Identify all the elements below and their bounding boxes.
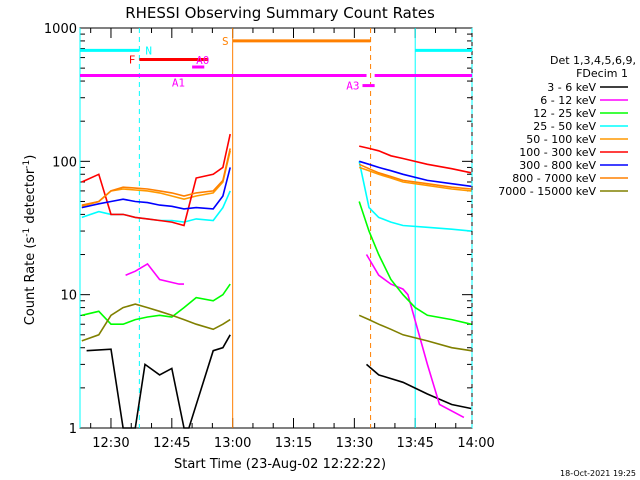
legend-entry-label: 50 - 100 keV	[526, 133, 596, 146]
y-tick-label: 10	[60, 289, 77, 304]
flag-bars: NF A0 S A1 A3	[80, 35, 472, 93]
y-axis-label-main: Count Rate (s	[23, 237, 38, 326]
series-line	[365, 254, 465, 419]
series-line	[81, 148, 231, 206]
legend-entry-label: 300 - 800 keV	[519, 159, 596, 172]
y-axis-label: Count Rate (s-1 detector-1)	[22, 155, 38, 326]
series-line	[81, 303, 231, 342]
plot-border	[79, 27, 473, 429]
x-tick-label: 13:00	[214, 436, 251, 451]
y-tick-label: 100	[52, 155, 77, 170]
legend-header-2: FDecim 1	[576, 67, 628, 80]
plot-frame	[79, 27, 473, 429]
flag-label: F	[129, 54, 136, 67]
series-line	[358, 160, 472, 188]
series-line	[359, 145, 472, 174]
series-line	[358, 161, 472, 232]
chart-title: RHESSI Observing Summary Count Rates	[125, 4, 435, 22]
series-line	[81, 133, 231, 227]
flag-label: A1	[172, 77, 185, 90]
series-line	[81, 167, 231, 210]
series-line	[358, 166, 472, 192]
series-line	[86, 334, 231, 429]
legend-entry-label: 7000 - 15000 keV	[498, 185, 596, 198]
series-line	[358, 201, 472, 325]
x-tick-label: 12:45	[153, 436, 190, 451]
flag-label: S	[222, 35, 229, 48]
series-line	[81, 283, 231, 325]
flag-label: A0	[196, 54, 209, 67]
series-line	[365, 363, 472, 410]
y-axis-label-sup1: -1	[22, 228, 32, 237]
x-tick-label: 13:15	[275, 436, 312, 451]
legend-entry-label: 6 - 12 keV	[540, 94, 596, 107]
vertical-markers	[79, 28, 473, 428]
x-tick-label: 13:45	[396, 436, 433, 451]
series-line	[358, 314, 472, 352]
footer-date: 18-Oct-2021 19:25	[560, 469, 636, 478]
flag-label: N	[145, 44, 152, 57]
y-axis-label-mid: detector	[23, 168, 38, 228]
flag-label: A3	[346, 80, 359, 93]
legend-header-1: Det 1,3,4,5,6,9,	[550, 54, 636, 67]
legend-entry-label: 12 - 25 keV	[533, 107, 596, 120]
y-axis-label-sup2: -1	[22, 160, 32, 169]
series-line	[358, 163, 472, 190]
x-tick-label: 14:00	[457, 436, 494, 451]
y-axis-label-end: )	[23, 155, 38, 160]
y-tick-label: 1	[69, 422, 77, 437]
y-tick-labels: 1 10 100 1000	[44, 22, 77, 437]
x-tick-label: 12:30	[92, 436, 129, 451]
series-line	[81, 190, 231, 223]
legend-entry-label: 800 - 7000 keV	[512, 172, 596, 185]
x-axis-label: Start Time (23-Aug-02 12:22:22)	[174, 457, 386, 472]
y-tick-label: 1000	[44, 22, 77, 37]
legend-entry-label: 25 - 50 keV	[533, 120, 596, 133]
legend-entry-label: 3 - 6 keV	[547, 81, 596, 94]
series-line	[125, 262, 184, 285]
legend-entry-label: 100 - 300 keV	[519, 146, 596, 159]
x-tick-labels: 12:30 12:45 13:00 13:15 13:30 13:45 14:00	[92, 436, 495, 451]
x-tick-label: 13:30	[336, 436, 373, 451]
series-lines	[81, 133, 472, 429]
